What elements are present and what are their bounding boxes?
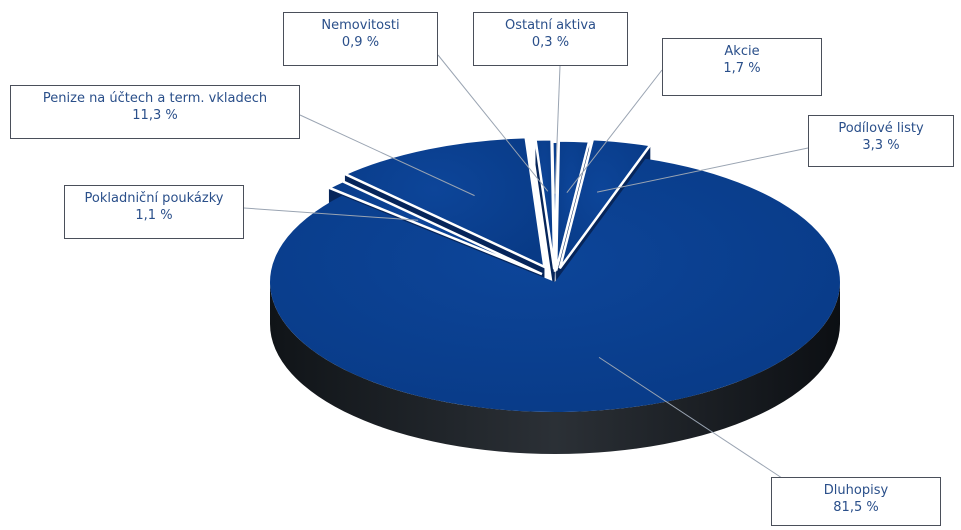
slice-label-text: Akcie bbox=[724, 44, 760, 59]
pie-slice-penize-na-uctech-a-term-vkladech bbox=[341, 135, 546, 269]
slice-label-text: Ostatní aktiva bbox=[504, 18, 596, 33]
leader-line-pokladnicni-poukazky bbox=[243, 207, 419, 221]
slice-label-text: Podílové listy bbox=[838, 121, 924, 136]
slice-label-text: Pokladniční poukázky bbox=[84, 191, 224, 206]
leader-line-akcie bbox=[566, 69, 663, 193]
leader-line-dluhopisy bbox=[598, 356, 786, 481]
slice-value-text: 81,5 % bbox=[833, 500, 879, 515]
pie-slice-nemovitosti bbox=[534, 137, 556, 270]
slice-label-penize: Penize na účtech a term. vkladech 11,3 % bbox=[10, 85, 300, 139]
pie-slice-dluhopisy bbox=[269, 158, 840, 412]
slice-label-akcie: Akcie 1,7 % bbox=[662, 38, 822, 96]
pie-slice-podilove-listy bbox=[558, 137, 653, 270]
slice-label-pokladnicni-poukazky: Pokladniční poukázky 1,1 % bbox=[64, 185, 244, 239]
slice-value-text: 0,3 % bbox=[531, 35, 570, 50]
slice-value-text: 1,7 % bbox=[723, 61, 761, 76]
slice-label-text: Penize na účtech a term. vkladech bbox=[42, 91, 268, 106]
slice-label-text: Nemovitosti bbox=[321, 18, 400, 33]
leader-line-nemovitosti bbox=[437, 54, 549, 192]
slice-label-dluhopisy: Dluhopisy 81,5 % bbox=[771, 477, 941, 526]
slice-label-text: Dluhopisy bbox=[823, 483, 889, 498]
slice-value-text: 11,3 % bbox=[132, 108, 178, 123]
pie-slice-akcie bbox=[554, 139, 591, 271]
slice-label-nemovitosti: Nemovitosti 0,9 % bbox=[283, 12, 438, 66]
leader-lines bbox=[243, 54, 809, 481]
slice-label-ostatni-aktiva: Ostatní aktiva 0,3 % bbox=[473, 12, 628, 66]
slice-value-text: 0,9 % bbox=[341, 35, 380, 50]
slice-value-text: 1,1 % bbox=[135, 208, 173, 223]
leader-line-penize-na-uctech-a-term-vkladech bbox=[299, 114, 475, 197]
leader-line-podilove-listy bbox=[596, 147, 809, 193]
pie-slice-pokladnicni-poukazky bbox=[325, 179, 543, 276]
pie-tops bbox=[269, 135, 840, 412]
slice-side-dluhopisy bbox=[270, 282, 840, 454]
slice-label-podilove-listy: Podílové listy 3,3 % bbox=[808, 115, 954, 167]
leader-line-ostatni-aktiva bbox=[554, 65, 561, 194]
slice-value-text: 3,3 % bbox=[862, 138, 900, 153]
